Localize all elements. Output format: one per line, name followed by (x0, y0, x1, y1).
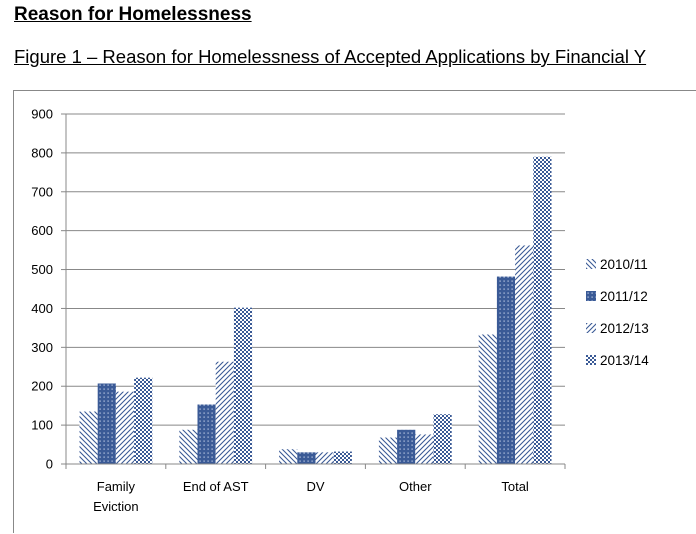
bar-2010-11-cat-0 (79, 411, 98, 464)
y-tick-label: 300 (31, 340, 53, 355)
y-tick-label: 400 (31, 301, 53, 316)
bar-2010-11-cat-3 (378, 437, 398, 464)
x-axis: Family Eviction End of AST DV Other Total (65, 463, 566, 514)
chart-frame: 0 100 200 300 400 500 600 700 800 900 Family Evict… (13, 90, 696, 533)
bar-2013-14-cat-2 (333, 451, 352, 464)
bar-2010-11-cat-1 (179, 429, 198, 464)
bars (79, 156, 552, 464)
bar-2011-12-cat-2 (297, 452, 316, 464)
bar-2013-14-cat-1 (233, 307, 253, 464)
legend-label: 2010/11 (600, 257, 648, 272)
bar-2013-14-cat-3 (433, 414, 452, 464)
legend-label: 2012/13 (600, 321, 649, 336)
bar-2010-11-cat-4 (478, 334, 497, 464)
legend-label: 2011/12 (600, 289, 648, 304)
bar-2012-13-cat-4 (515, 245, 534, 464)
legend: 2010/11 2011/12 2012/13 2013/14 (586, 257, 649, 368)
legend-swatch (586, 259, 596, 269)
y-axis: 0 100 200 300 400 500 600 700 800 900 (31, 107, 67, 472)
bar-chart: 0 100 200 300 400 500 600 700 800 900 Family Evict… (31, 107, 649, 515)
legend-swatch (586, 323, 596, 333)
x-category-label: DV (306, 479, 324, 494)
bar-2011-12-cat-1 (197, 404, 216, 464)
y-tick-label: 200 (31, 379, 53, 394)
figure-title: Figure 1 – Reason for Homelessness of Ac… (14, 46, 647, 67)
bar-2013-14-cat-4 (533, 156, 552, 464)
legend-swatch (586, 291, 596, 301)
y-tick-label: 900 (31, 107, 53, 122)
bar-2012-13-cat-2 (315, 452, 334, 464)
y-tick-label: 500 (31, 262, 53, 277)
y-tick-label: 800 (31, 145, 53, 160)
legend-swatch (586, 355, 596, 365)
x-category-label: Other (399, 479, 432, 494)
bar-2012-13-cat-0 (115, 391, 135, 464)
x-category-label: Eviction (93, 499, 139, 514)
x-category-label: Family (97, 479, 136, 494)
y-tick-label: 0 (46, 457, 53, 472)
legend-label: 2013/14 (600, 353, 649, 368)
bar-2011-12-cat-0 (97, 383, 116, 464)
bar-2012-13-cat-1 (215, 361, 234, 464)
bar-2013-14-cat-0 (134, 377, 153, 464)
x-category-label: End of AST (183, 479, 249, 494)
x-category-label: Total (501, 479, 529, 494)
bar-2012-13-cat-3 (415, 434, 434, 464)
y-tick-label: 600 (31, 223, 53, 238)
bar-2010-11-cat-2 (279, 449, 298, 464)
y-tick-label: 700 (31, 184, 53, 199)
y-tick-label: 100 (31, 418, 53, 433)
bar-2011-12-cat-4 (496, 276, 516, 464)
bar-2011-12-cat-3 (397, 429, 416, 464)
page-heading: Reason for Homelessness (14, 4, 252, 25)
